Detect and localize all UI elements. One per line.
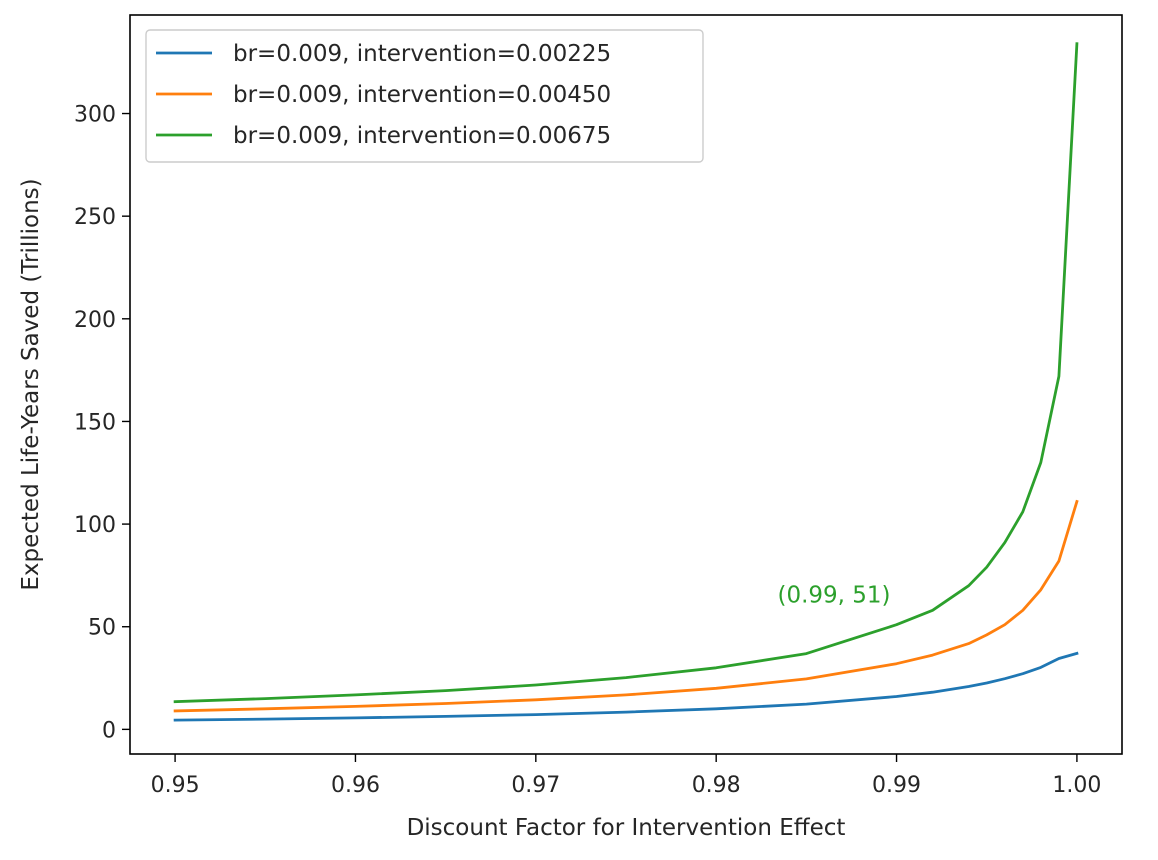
legend-box <box>145 29 704 163</box>
x-axis-label: Discount Factor for Intervention Effect <box>407 815 846 841</box>
legend-entry-label: br=0.009, intervention=0.00225 <box>233 41 611 67</box>
series-line-2 <box>173 499 1079 713</box>
x-tick-label: 0.98 <box>692 773 741 798</box>
y-tick-label: 100 <box>74 513 116 538</box>
legend-entry-label: br=0.009, intervention=0.00450 <box>233 82 611 108</box>
annotation-label: (0.99, 51) <box>777 583 890 609</box>
legend: br=0.009, intervention=0.00225 br=0.009, … <box>145 29 704 163</box>
y-tick-label: 50 <box>88 616 116 641</box>
y-tick-label: 0 <box>102 718 116 743</box>
y-axis-label: Expected Life-Years Saved (Trillions) <box>18 178 44 590</box>
series-lines <box>173 42 1079 722</box>
annotations: (0.99, 51) <box>777 583 890 609</box>
legend-entry-label: br=0.009, intervention=0.00675 <box>233 123 611 149</box>
y-axis-ticks: 0 50 100 150 200 250 300 <box>74 103 130 743</box>
x-tick-label: 0.96 <box>331 773 380 798</box>
x-tick-label: 0.95 <box>151 773 200 798</box>
y-tick-label: 300 <box>74 103 116 128</box>
x-tick-label: 1.00 <box>1052 773 1101 798</box>
y-tick-label: 150 <box>74 410 116 435</box>
x-tick-label: 0.99 <box>872 773 921 798</box>
y-tick-label: 250 <box>74 205 116 230</box>
x-axis-ticks: 0.95 0.96 0.97 0.98 0.99 1.00 <box>151 754 1101 798</box>
plot-frame <box>129 14 1123 755</box>
y-tick-label: 200 <box>74 308 116 333</box>
series-line-1 <box>173 651 1079 722</box>
x-tick-label: 0.97 <box>511 773 560 798</box>
series-line-3 <box>173 42 1079 704</box>
